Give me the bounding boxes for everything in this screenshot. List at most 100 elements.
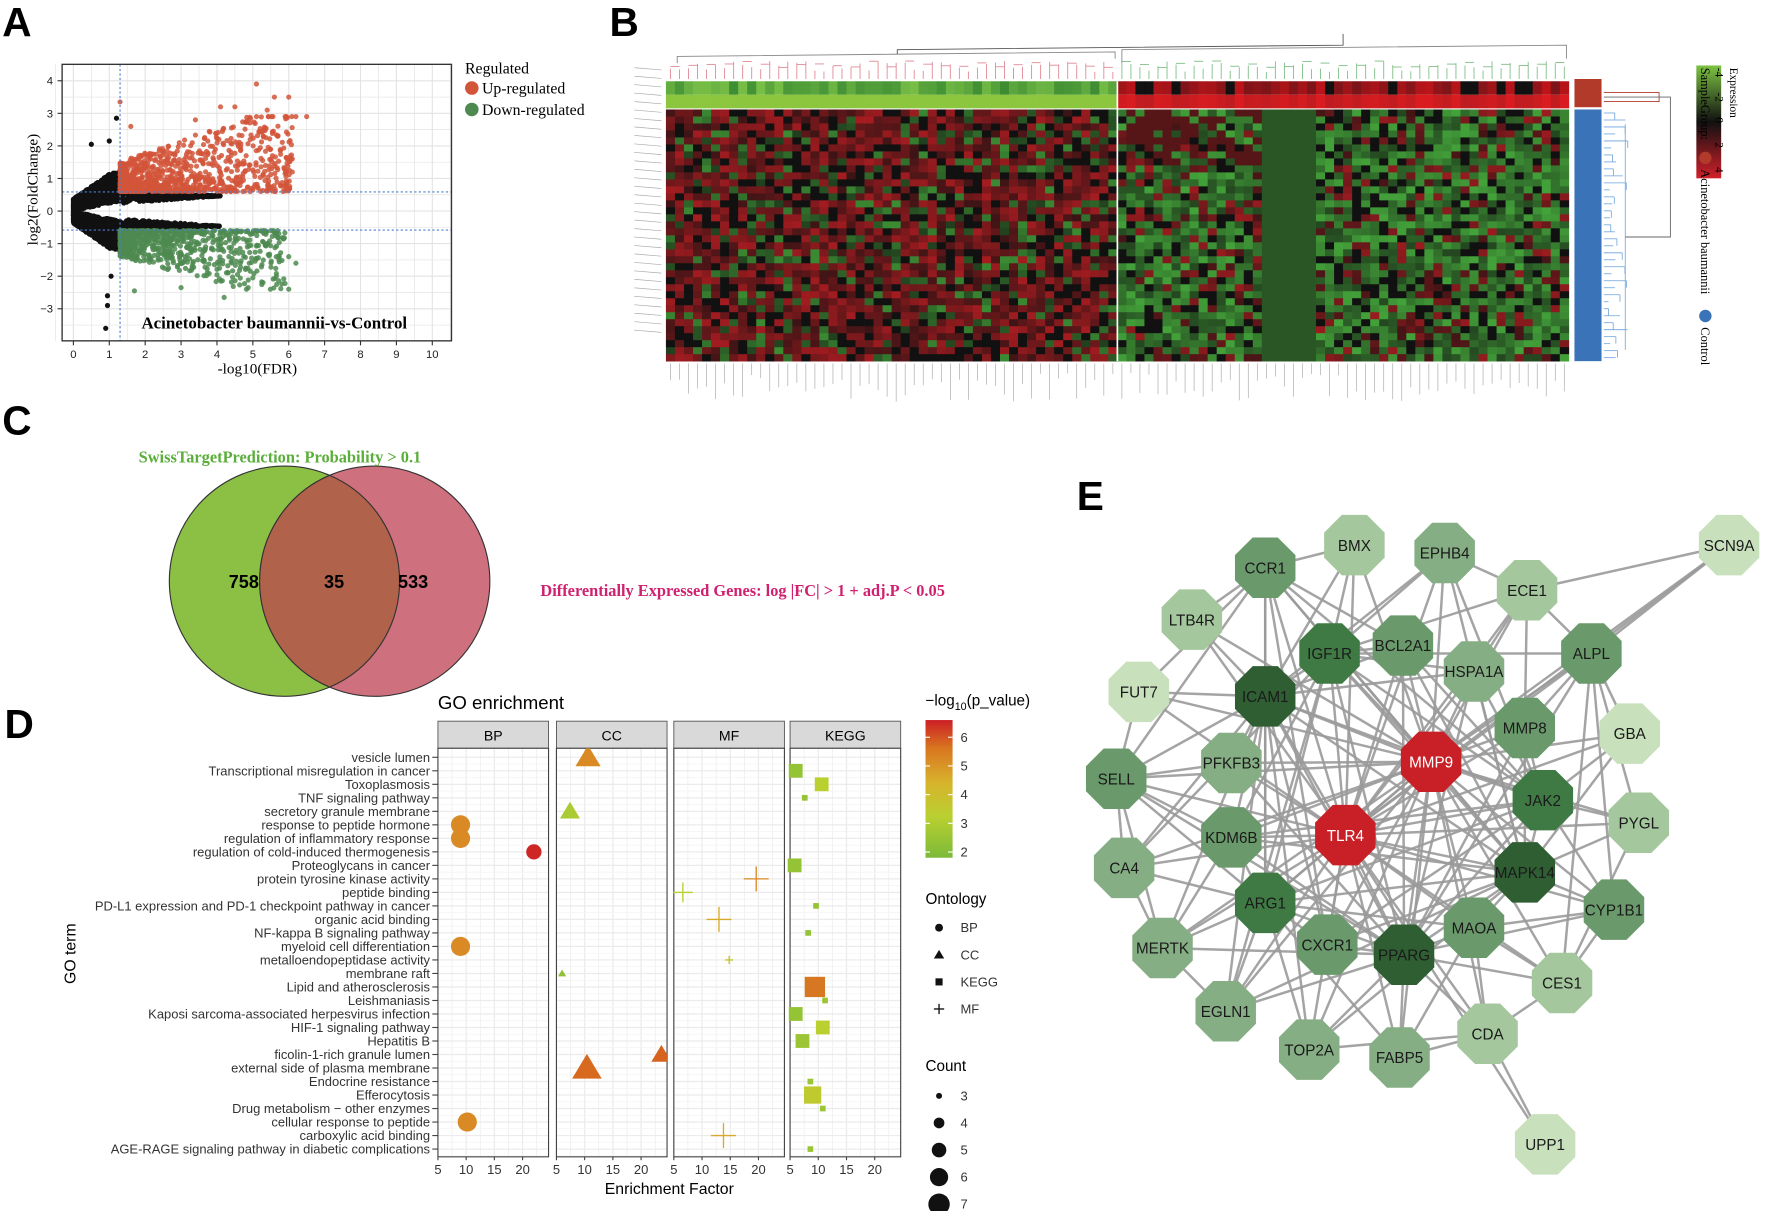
annotation-cell	[855, 94, 865, 109]
heatmap-cell	[846, 137, 856, 145]
heatmap-cell	[683, 116, 694, 124]
heatmap-cell	[936, 123, 947, 131]
heatmap-cell	[1207, 123, 1218, 131]
heatmap-cell	[1523, 130, 1534, 138]
heatmap-cell	[738, 137, 748, 145]
data-point-down	[181, 228, 187, 234]
heatmap-cell	[1252, 109, 1263, 117]
heatmap-cell	[1397, 137, 1407, 145]
heatmap-cell	[810, 130, 820, 138]
heatmap-cell	[683, 123, 694, 131]
heatmap-cell	[954, 109, 965, 117]
dendrogram-branch	[1121, 44, 1568, 64]
annotation-cell	[1234, 94, 1245, 109]
heatmap-cell	[683, 130, 694, 138]
heatmap-cell	[1018, 137, 1028, 145]
heatmap-cell	[747, 109, 757, 117]
data-point-up	[149, 164, 155, 170]
heatmap-cell	[1361, 116, 1371, 124]
annotation-cell	[756, 94, 766, 109]
heatmap-cell	[1243, 137, 1254, 145]
data-point-down	[122, 234, 128, 240]
heatmap-cell	[1117, 144, 1127, 152]
heatmap-cell	[909, 109, 920, 117]
annotation-cell	[1135, 94, 1145, 109]
annotation-cell	[1523, 94, 1534, 109]
annotation-cell	[1144, 81, 1154, 95]
data-point-up	[286, 94, 292, 100]
heatmap-cell	[954, 137, 965, 145]
annotation-cell	[909, 94, 920, 109]
heatmap-cell	[954, 144, 965, 152]
annotation-cell	[936, 81, 947, 95]
heatmap-cell	[1234, 137, 1245, 145]
heatmap-cell	[837, 144, 847, 152]
heatmap-cell	[1415, 116, 1425, 124]
heatmap-cell	[972, 116, 983, 124]
annotation-cell	[1514, 94, 1525, 109]
annotation-cell	[1243, 94, 1254, 109]
data-point-down	[237, 264, 244, 270]
annotation-cell	[756, 81, 766, 95]
heatmap-cell	[1171, 123, 1181, 131]
heatmap-cell	[801, 123, 811, 131]
data-point-up	[226, 147, 232, 153]
annotation-cell	[873, 81, 883, 95]
x-tick-label: 8	[357, 349, 363, 361]
heatmap-cell	[882, 144, 892, 152]
heatmap-cell	[783, 144, 793, 152]
heatmap-cell	[855, 123, 865, 131]
heatmap-cell	[927, 130, 938, 138]
annotation-cell	[783, 81, 793, 95]
heatmap-cell	[1469, 130, 1479, 138]
annotation-cell	[855, 81, 865, 95]
heatmap-cell	[1225, 137, 1236, 145]
heatmap-cell	[756, 130, 766, 138]
heatmap-cell	[900, 116, 911, 124]
data-point-up	[293, 113, 299, 120]
heatmap-cell	[1072, 116, 1082, 124]
annotation-cell	[1433, 81, 1443, 95]
annotation-cell	[1027, 81, 1037, 95]
data-point-up	[205, 161, 212, 167]
heatmap-cell	[765, 123, 775, 131]
heatmap-cell	[1135, 130, 1145, 138]
data-point-ns	[104, 293, 111, 299]
heatmap-cell	[693, 137, 703, 145]
data-point-down	[273, 265, 279, 272]
data-point-down	[139, 249, 145, 256]
heatmap-cell	[765, 137, 775, 145]
data-point-up	[148, 152, 154, 158]
heatmap-cell	[1099, 144, 1109, 152]
data-point-up	[225, 154, 231, 161]
data-point-up	[124, 162, 130, 168]
heatmap-cell	[918, 123, 929, 131]
heatmap-cell	[1370, 109, 1380, 117]
data-point-up	[234, 167, 240, 173]
heatmap-cell	[1009, 123, 1019, 131]
annotation-cell	[972, 94, 983, 109]
heatmap-cell	[1162, 123, 1172, 131]
column-dendrogram	[669, 33, 1568, 80]
data-point-up	[273, 132, 280, 138]
data-point-down	[264, 241, 270, 247]
data-point-ns	[100, 229, 106, 236]
heatmap-cell	[774, 123, 784, 131]
annotation-cell	[990, 94, 1001, 109]
heatmap-cell	[1469, 123, 1479, 131]
heatmap-cell	[1108, 109, 1118, 117]
heatmap-cell	[765, 116, 775, 124]
heatmap-cell	[1541, 130, 1552, 138]
y-tick-label: −3	[40, 304, 53, 316]
heatmap-cell	[1072, 109, 1082, 117]
heatmap-cell	[1514, 130, 1525, 138]
annotation-cell	[1370, 94, 1380, 109]
heatmap-cell	[1316, 116, 1326, 124]
heatmap-cell	[1523, 123, 1534, 131]
heatmap-cell	[1279, 137, 1290, 145]
data-point-down	[269, 233, 275, 240]
heatmap-cell	[1063, 137, 1073, 145]
heatmap-cell	[1451, 116, 1461, 124]
data-point-down	[184, 244, 190, 250]
